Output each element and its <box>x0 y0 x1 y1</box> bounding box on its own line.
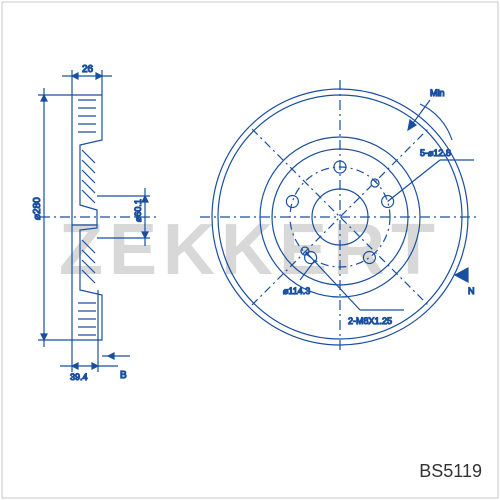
label-bolt-pattern: 5-⌀12.8 <box>420 148 451 158</box>
technical-drawing: 26 ⌀280 ⌀60.1 39.4 B <box>0 0 500 500</box>
front-view: Min 5-⌀12.8 ⌀114.3 2-M8X1.25 N <box>200 80 480 354</box>
label-tap: 2-M8X1.25 <box>348 316 392 326</box>
dim-b-tag: B <box>120 370 127 381</box>
dim-thickness: 26 <box>82 64 94 75</box>
dim-outer-diameter: ⌀280 <box>32 197 43 220</box>
cross-section-view: 26 ⌀280 ⌀60.1 39.4 B <box>32 64 160 382</box>
svg-text:N: N <box>468 286 475 296</box>
dim-hub-diameter: ⌀60.1 <box>133 199 143 222</box>
dim-offset: 39.4 <box>70 372 88 382</box>
part-number-label: BS5119 <box>419 461 482 482</box>
label-pcd: ⌀114.3 <box>283 286 310 296</box>
label-min: Min <box>430 88 445 98</box>
